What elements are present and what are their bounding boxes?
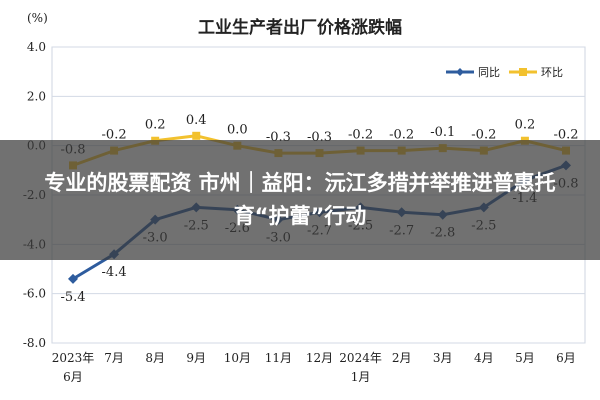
headline-banner[interactable]: 专业的股票配资 市州｜益阳：沅江多措并举推进普惠托育“护蕾”行动: [0, 140, 600, 260]
x-tick-label: 12月: [306, 351, 333, 365]
data-label: 0.0: [227, 123, 248, 138]
data-label: 0.4: [186, 113, 207, 128]
legend-label: 环比: [541, 66, 563, 79]
x-tick-label: 7月: [104, 351, 124, 365]
chart-title: 工业生产者出厂价格涨跌幅: [198, 17, 402, 38]
data-label: -0.2: [102, 128, 127, 143]
x-tick-label: 3月: [433, 351, 453, 365]
data-point: [68, 273, 78, 284]
x-tick-label: 2024年: [339, 351, 382, 365]
x-tick-label: 6月: [556, 351, 576, 365]
data-label: -5.4: [60, 290, 85, 305]
x-tick-label: 1月: [351, 370, 371, 384]
data-label: -0.2: [348, 128, 373, 143]
y-tick-label: -6.0: [23, 287, 46, 301]
y-tick-label: 4.0: [27, 40, 46, 54]
headline-text: 专业的股票配资 市州｜益阳：沅江多措并举推进普惠托育“护蕾”行动: [44, 171, 556, 228]
x-tick-label: 8月: [145, 351, 165, 365]
y-tick-label: -8.0: [23, 336, 46, 350]
x-tick-label: 6月: [63, 370, 83, 384]
y-tick-label: 2.0: [27, 89, 46, 103]
x-tick-label: 5月: [515, 351, 535, 365]
x-tick-label: 10月: [224, 351, 251, 365]
legend-marker: [519, 68, 527, 76]
data-label: -0.2: [553, 128, 578, 143]
y-unit-label: (%): [27, 11, 48, 25]
x-tick-label: 2月: [392, 351, 412, 365]
legend-marker: [456, 68, 464, 76]
data-label: -0.2: [471, 128, 496, 143]
data-label: -4.4: [102, 265, 127, 280]
legend-label: 同比: [478, 66, 500, 79]
data-label: 0.2: [145, 118, 166, 133]
x-tick-label: 2023年: [52, 351, 95, 365]
x-tick-label: 9月: [186, 351, 206, 365]
data-label: 0.2: [515, 118, 536, 133]
data-label: -0.1: [430, 125, 455, 140]
data-label: -0.2: [389, 128, 414, 143]
x-tick-label: 11月: [265, 351, 292, 365]
x-tick-label: 4月: [474, 351, 494, 365]
data-point: [192, 131, 201, 140]
